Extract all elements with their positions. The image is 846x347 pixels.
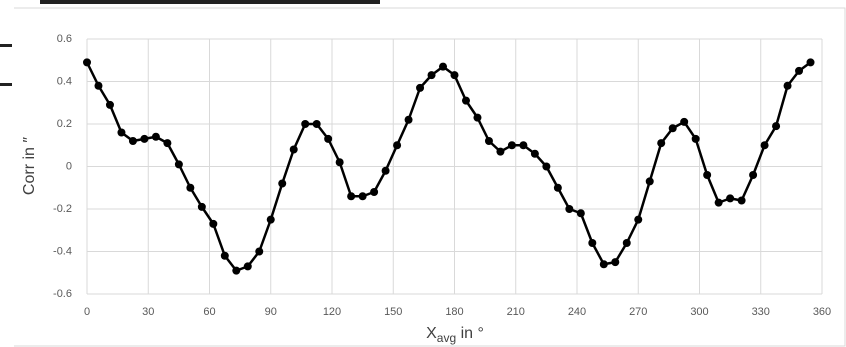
data-point [312, 120, 321, 128]
left-margin [0, 0, 14, 347]
data-point [588, 239, 597, 247]
data-point [634, 215, 643, 224]
data-point [439, 62, 448, 71]
y-tick-label: -0.6 [53, 288, 72, 300]
cropped-heading [40, 0, 380, 4]
data-point [645, 177, 654, 186]
data-point [393, 141, 402, 150]
x-tick-label: 30 [142, 306, 154, 318]
data-point [151, 132, 160, 141]
data-point [381, 166, 390, 175]
data-point [795, 66, 804, 75]
x-tick-label: 300 [690, 306, 708, 318]
data-point [703, 171, 712, 179]
y-tick-label: -0.2 [53, 203, 72, 215]
data-point [335, 158, 344, 167]
y-axis-title: Corr in ″ [21, 137, 38, 195]
data-point [714, 198, 723, 207]
x-tick-label: 0 [84, 306, 90, 318]
x-tick-label: 150 [384, 306, 402, 318]
x-axis-title-main: X [426, 325, 437, 342]
x-axis-title: Xavg in ° [426, 325, 484, 345]
data-point [622, 239, 631, 247]
y-tick-label: 0.6 [57, 33, 72, 45]
data-point [668, 124, 677, 133]
data-point [370, 188, 379, 196]
x-axis-title-sub: avg [437, 331, 456, 345]
data-point [553, 183, 562, 192]
data-point [278, 179, 287, 188]
data-point [416, 83, 425, 92]
data-point [358, 192, 367, 201]
data-point [450, 71, 459, 80]
data-point [680, 117, 689, 126]
data-point [347, 192, 356, 201]
data-point [565, 205, 574, 213]
cropped-rule [0, 83, 12, 86]
data-point [576, 209, 585, 218]
data-point [783, 81, 792, 90]
y-tick-label: 0.4 [57, 75, 72, 87]
x-tick-label: 360 [813, 306, 831, 318]
data-point [427, 71, 436, 80]
cropped-rule [0, 44, 12, 47]
chart-frame [9, 7, 846, 347]
data-point [174, 160, 183, 169]
data-point [94, 81, 103, 90]
data-point [197, 202, 206, 211]
x-tick-label: 90 [265, 306, 277, 318]
data-point [542, 162, 551, 171]
data-point [507, 141, 516, 150]
data-point [83, 58, 91, 67]
data-point [461, 96, 470, 105]
x-tick-label: 180 [445, 306, 463, 318]
data-point [232, 266, 241, 275]
x-tick-label: 120 [323, 306, 341, 318]
data-point [657, 139, 666, 148]
y-tick-label: 0.2 [57, 118, 72, 130]
data-line [85, 61, 812, 272]
data-point [519, 141, 528, 150]
data-point [255, 247, 264, 256]
data-point [117, 128, 126, 137]
data-point [760, 141, 769, 150]
data-point [726, 194, 735, 203]
data-point [473, 113, 482, 122]
data-point [243, 262, 252, 271]
y-tick-label: -0.4 [53, 245, 72, 257]
data-point [404, 115, 413, 124]
data-point [140, 134, 149, 143]
data-point [301, 120, 310, 128]
data-point [737, 196, 746, 205]
data-point [289, 145, 298, 154]
data-point [266, 215, 275, 224]
data-point [105, 100, 114, 109]
data-point [220, 251, 229, 260]
data-point [496, 147, 505, 156]
data-point [128, 137, 137, 145]
x-tick-label: 210 [507, 306, 525, 318]
data-point [163, 139, 172, 148]
data-point [530, 149, 539, 158]
x-tick-label: 330 [752, 306, 770, 318]
data-point [691, 134, 700, 143]
data-point [611, 258, 620, 267]
x-axis-title-rest: in ° [456, 325, 484, 342]
data-point [186, 183, 195, 192]
x-tick-label: 60 [203, 306, 215, 318]
data-point [484, 137, 493, 145]
data-point [209, 219, 218, 228]
x-tick-label: 270 [629, 306, 647, 318]
x-tick-label: 240 [568, 306, 586, 318]
data-point [749, 171, 758, 179]
y-tick-label: 0 [66, 160, 72, 172]
data-point [324, 134, 333, 143]
data-point [772, 122, 781, 131]
data-point [599, 260, 608, 269]
data-point [806, 58, 815, 67]
